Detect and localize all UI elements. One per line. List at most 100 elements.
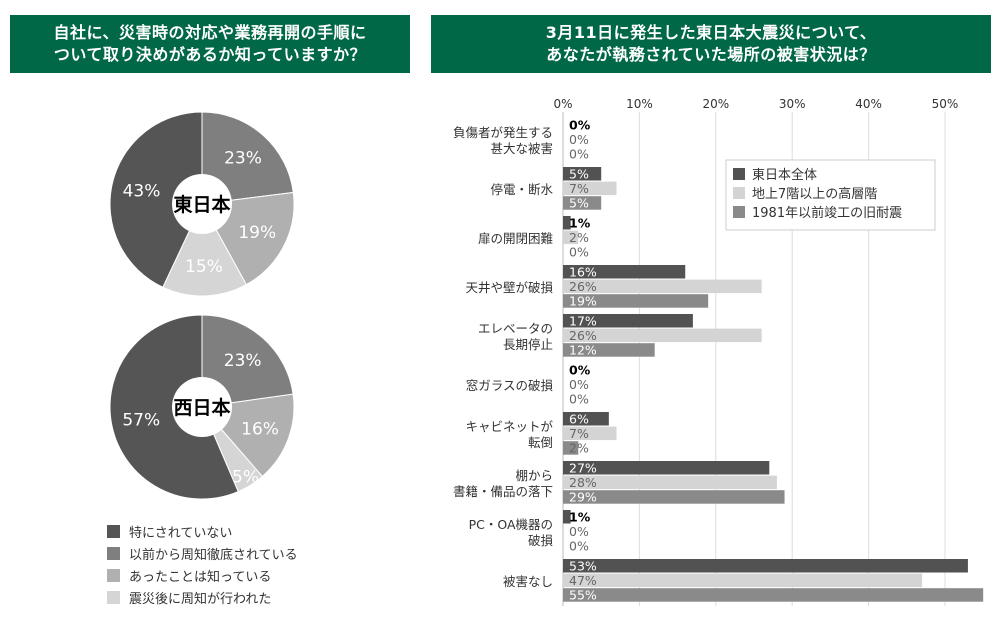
bar-value-label: 0% bbox=[569, 363, 591, 378]
bar bbox=[563, 510, 571, 524]
pie-slice bbox=[109, 111, 203, 288]
bar-value-label: 0% bbox=[569, 524, 589, 539]
bar-value-label: 0% bbox=[569, 118, 591, 133]
bar bbox=[563, 343, 655, 357]
pie-value-label: 23% bbox=[224, 148, 262, 168]
bar bbox=[563, 196, 602, 210]
category-label: 棚から bbox=[515, 468, 553, 483]
bar-value-label: 2% bbox=[569, 230, 589, 245]
legend-label: あったことは知っている bbox=[129, 569, 272, 585]
category-label: 窓ガラスの破損 bbox=[466, 378, 554, 393]
bar bbox=[563, 181, 617, 196]
bar-value-label: 1% bbox=[569, 216, 591, 231]
bar-value-label: 28% bbox=[569, 475, 597, 490]
category-label: 長期停止 bbox=[503, 337, 553, 352]
bar-legend-label: 1981年以前竣工の旧耐震 bbox=[752, 205, 902, 221]
left-panel-title: 自社に、災害時の対応や業務再開の手順に ついて取り決めがあるか知っていますか？ bbox=[10, 15, 410, 73]
bar bbox=[563, 490, 785, 504]
bar bbox=[563, 294, 709, 308]
bar-value-label: 7% bbox=[569, 426, 589, 441]
right-title-line2: あなたが執務されていた場所の被害状況は？ bbox=[546, 45, 876, 64]
bar bbox=[563, 573, 923, 588]
bar-value-label: 27% bbox=[569, 461, 597, 476]
category-label: 天井や壁が破損 bbox=[465, 280, 553, 295]
category-label: 扉の開閉困難 bbox=[478, 231, 553, 246]
pie-slice bbox=[201, 111, 294, 205]
bar-value-label: 26% bbox=[569, 279, 597, 294]
bar-value-label: 0% bbox=[569, 392, 589, 407]
bar-value-label: 55% bbox=[569, 588, 597, 603]
bar-legend-swatch bbox=[733, 187, 745, 199]
category-label: 甚大な被害 bbox=[490, 141, 553, 156]
bar-legend-label: 東日本全体 bbox=[752, 167, 817, 183]
bar-value-label: 29% bbox=[569, 490, 597, 505]
bar-value-label: 0% bbox=[569, 377, 589, 392]
pie-center-label: 西日本 bbox=[173, 396, 230, 419]
bar bbox=[563, 328, 762, 343]
bar bbox=[563, 279, 762, 294]
bar-value-label: 0% bbox=[569, 132, 589, 147]
pie-value-label: 5% bbox=[232, 467, 259, 487]
bar bbox=[563, 314, 693, 328]
bar-value-label: 0% bbox=[569, 245, 589, 260]
bar-value-label: 7% bbox=[569, 181, 589, 196]
pie-value-label: 19% bbox=[238, 223, 276, 243]
bar-value-label: 53% bbox=[569, 559, 597, 574]
pie-legend-item: 震災後に周知が行われた bbox=[107, 586, 298, 608]
bar bbox=[563, 216, 571, 230]
pie-value-label: 16% bbox=[241, 420, 279, 440]
legend-swatch bbox=[107, 546, 120, 560]
bar-legend-swatch bbox=[733, 206, 745, 218]
x-tick-label: 0% bbox=[553, 97, 572, 111]
bar-value-label: 2% bbox=[569, 441, 589, 456]
bar-value-label: 26% bbox=[569, 328, 597, 343]
bar-value-label: 5% bbox=[569, 167, 589, 182]
category-label: エレベータの bbox=[478, 321, 553, 336]
bar bbox=[563, 441, 579, 455]
x-tick-label: 30% bbox=[779, 97, 806, 111]
pie-hole bbox=[172, 174, 232, 234]
bar bbox=[563, 559, 968, 573]
bar bbox=[563, 230, 579, 245]
bar bbox=[563, 265, 686, 279]
right-panel-title: 3月11日に発生した東日本大震災について、 あなたが執務されていた場所の被害状況… bbox=[431, 15, 991, 73]
bar-value-label: 1% bbox=[569, 510, 591, 525]
legend-swatch bbox=[107, 524, 120, 538]
bar-legend-label: 地上7階以上の高層階 bbox=[752, 186, 877, 202]
category-label: 停電・断水 bbox=[490, 182, 553, 197]
category-label: キャビネットが bbox=[465, 419, 553, 434]
left-title-line1: 自社に、災害時の対応や業務再開の手順に bbox=[53, 23, 367, 42]
category-label: 書籍・備品の落下 bbox=[453, 484, 553, 499]
left-title-line2: ついて取り決めがあるか知っていますか？ bbox=[53, 45, 367, 64]
bar-value-label: 17% bbox=[569, 314, 597, 329]
pie-legend-item: あったことは知っている bbox=[107, 564, 298, 586]
bar bbox=[563, 475, 777, 490]
legend-label: 以前から周知徹底されている bbox=[129, 547, 298, 563]
pie-value-label: 15% bbox=[185, 257, 223, 277]
bar-value-label: 0% bbox=[569, 147, 589, 162]
bar-value-label: 6% bbox=[569, 412, 589, 427]
bar-value-label: 12% bbox=[569, 343, 597, 358]
bar-value-label: 16% bbox=[569, 265, 597, 280]
legend-label: 特にされていない bbox=[129, 525, 233, 541]
x-tick-label: 40% bbox=[855, 97, 882, 111]
category-label: 被害なし bbox=[503, 574, 553, 589]
category-label: PC・OA機器の bbox=[469, 517, 553, 532]
category-label: 負傷者が発生する bbox=[453, 125, 553, 140]
bar-value-label: 5% bbox=[569, 196, 589, 211]
bar-value-label: 47% bbox=[569, 573, 597, 588]
bar bbox=[563, 412, 609, 426]
bar-value-label: 0% bbox=[569, 539, 589, 554]
legend-label: 震災後に周知が行われた bbox=[129, 591, 272, 607]
pie-center-label: 東日本 bbox=[173, 193, 230, 216]
bar bbox=[563, 426, 617, 441]
bar-value-label: 19% bbox=[569, 294, 597, 309]
pie-slice bbox=[162, 202, 248, 297]
x-tick-label: 50% bbox=[932, 97, 959, 111]
bar bbox=[563, 461, 770, 475]
right-title-line1: 3月11日に発生した東日本大震災について、 bbox=[545, 23, 877, 42]
pie-value-label: 57% bbox=[122, 410, 160, 430]
category-label: 転倒 bbox=[528, 435, 553, 450]
bar bbox=[563, 167, 602, 181]
